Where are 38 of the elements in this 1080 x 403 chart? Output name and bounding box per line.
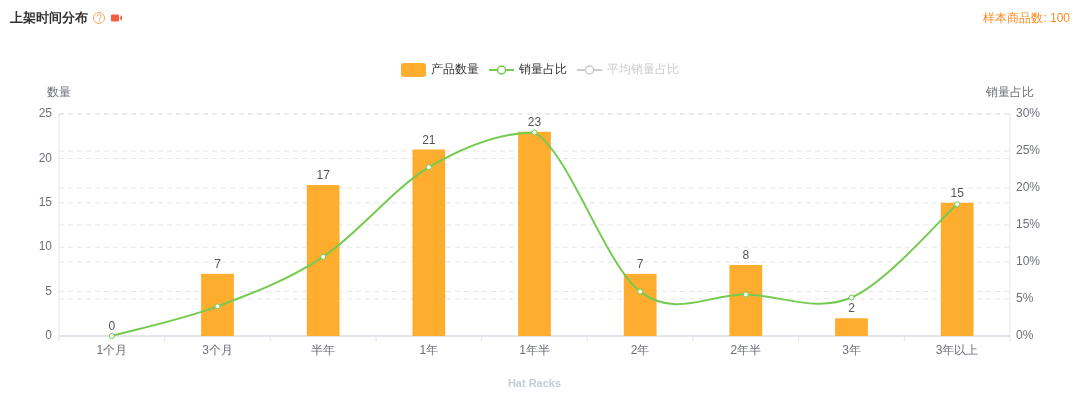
y2-tick-label: 20% xyxy=(1016,180,1041,195)
x-tick-label: 1年 xyxy=(419,343,439,358)
y-tick-label: 0 xyxy=(45,328,53,343)
data-label: 2 xyxy=(848,301,856,316)
x-tick-label: 半年 xyxy=(311,343,336,358)
x-tick-label: 2年半 xyxy=(730,343,762,358)
x-axis-title: Hat Racks xyxy=(507,377,562,389)
data-label: 0 xyxy=(108,319,116,333)
data-label: 7 xyxy=(214,256,222,271)
text: 样本商品数: 100 xyxy=(983,11,1071,25)
y2-tick-label: 5% xyxy=(1016,291,1034,306)
y2-tick-label: 15% xyxy=(1016,217,1041,232)
x-tick-label: 3个月 xyxy=(202,343,233,358)
y2-tick-label: 30% xyxy=(1016,106,1041,121)
data-label: 15 xyxy=(950,185,965,200)
data-label: 23 xyxy=(527,114,542,129)
x-tick-label: 1年半 xyxy=(519,343,550,358)
data-label: 21 xyxy=(422,132,436,147)
y-tick-label: 15 xyxy=(38,194,53,209)
data-label: 8 xyxy=(742,247,750,262)
y2-tick-label: 25% xyxy=(1016,143,1041,158)
x-tick-label: 1个月 xyxy=(96,343,128,358)
y-tick-label: 20 xyxy=(38,150,53,165)
data-label: 7 xyxy=(636,256,644,271)
y2-tick-label: 0% xyxy=(1016,328,1034,343)
y-tick-label: 5 xyxy=(45,283,53,298)
chart-title: 上架时间分布 xyxy=(9,10,88,25)
y-axis-title: 数量 xyxy=(47,85,71,99)
y-tick-label: 10 xyxy=(38,239,53,254)
legend-label: 销量占比 xyxy=(518,62,567,77)
legend-label: 产品数量 xyxy=(431,62,479,77)
y2-axis-title: 销量占比 xyxy=(985,85,1034,99)
data-label: 17 xyxy=(316,168,331,183)
y2-tick-label: 10% xyxy=(1016,254,1041,269)
x-tick-label: 3年以上 xyxy=(935,343,979,358)
y-tick-label: 25 xyxy=(38,106,53,121)
x-tick-label: 3年 xyxy=(842,343,861,358)
x-tick-label: 2年 xyxy=(630,343,650,358)
